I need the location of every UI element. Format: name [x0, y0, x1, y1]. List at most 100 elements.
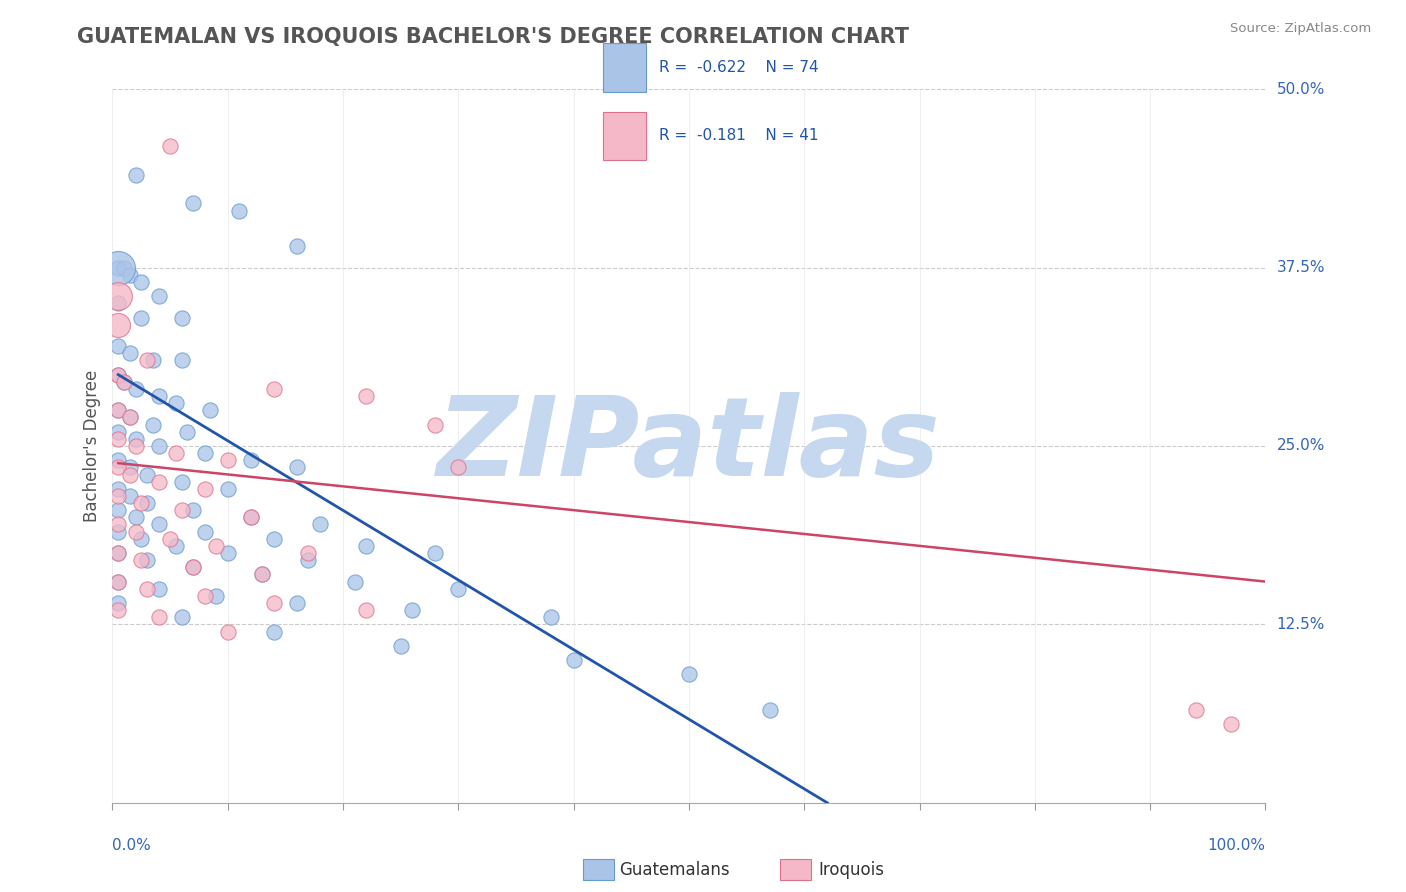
Point: [389, 639, 412, 653]
Point: [136, 467, 159, 482]
Y-axis label: Bachelor's Degree: Bachelor's Degree: [83, 370, 101, 522]
Text: 100.0%: 100.0%: [1208, 838, 1265, 853]
Point: [124, 524, 146, 539]
Point: [107, 318, 129, 332]
Point: [148, 389, 170, 403]
Point: [118, 268, 141, 282]
Text: Guatemalans: Guatemalans: [619, 861, 730, 879]
Point: [170, 310, 193, 325]
Text: 50.0%: 50.0%: [1277, 82, 1324, 96]
Point: [124, 432, 146, 446]
Point: [678, 667, 700, 681]
Point: [217, 546, 239, 560]
Point: [142, 417, 165, 432]
Text: GUATEMALAN VS IROQUOIS BACHELOR'S DEGREE CORRELATION CHART: GUATEMALAN VS IROQUOIS BACHELOR'S DEGREE…: [77, 27, 910, 46]
Point: [118, 410, 141, 425]
Point: [136, 496, 159, 510]
Point: [447, 582, 470, 596]
Point: [540, 610, 562, 624]
Point: [170, 503, 193, 517]
Text: ZIPatlas: ZIPatlas: [437, 392, 941, 500]
Point: [217, 453, 239, 467]
Point: [112, 375, 135, 389]
Point: [181, 560, 204, 574]
Point: [447, 460, 470, 475]
Point: [148, 610, 170, 624]
Point: [124, 510, 146, 524]
Point: [148, 582, 170, 596]
Point: [107, 368, 129, 382]
Point: [285, 239, 308, 253]
Point: [148, 475, 170, 489]
Point: [107, 489, 129, 503]
Bar: [603, 112, 647, 161]
Point: [129, 553, 153, 567]
Text: R =  -0.622    N = 74: R = -0.622 N = 74: [658, 60, 818, 75]
Point: [252, 567, 274, 582]
Point: [194, 446, 217, 460]
Point: [354, 603, 377, 617]
Point: [252, 567, 274, 582]
Point: [142, 353, 165, 368]
Point: [136, 582, 159, 596]
Point: [181, 560, 204, 574]
Point: [170, 475, 193, 489]
Point: [205, 589, 228, 603]
Point: [118, 346, 141, 360]
Point: [200, 403, 222, 417]
Point: [159, 532, 181, 546]
Point: [228, 203, 250, 218]
Point: [107, 524, 129, 539]
Point: [170, 610, 193, 624]
Point: [107, 425, 129, 439]
Point: [107, 517, 129, 532]
Point: [118, 489, 141, 503]
Point: [107, 432, 129, 446]
Point: [107, 403, 129, 417]
Point: [194, 589, 217, 603]
Point: [107, 546, 129, 560]
Text: 0.0%: 0.0%: [112, 838, 152, 853]
Point: [263, 596, 285, 610]
Point: [297, 553, 319, 567]
Point: [124, 439, 146, 453]
Point: [354, 389, 377, 403]
Point: [263, 624, 285, 639]
Point: [107, 574, 129, 589]
Text: 25.0%: 25.0%: [1277, 439, 1324, 453]
Point: [181, 196, 204, 211]
Point: [354, 539, 377, 553]
Point: [181, 503, 204, 517]
Point: [107, 339, 129, 353]
Point: [297, 546, 319, 560]
Point: [176, 425, 198, 439]
Point: [758, 703, 780, 717]
Point: [170, 353, 193, 368]
Point: [118, 410, 141, 425]
Point: [239, 453, 262, 467]
Point: [1219, 717, 1241, 731]
Point: [129, 496, 153, 510]
Point: [124, 168, 146, 182]
Point: [129, 275, 153, 289]
Point: [148, 517, 170, 532]
Point: [285, 596, 308, 610]
Point: [239, 510, 262, 524]
Point: [165, 396, 187, 410]
Point: [309, 517, 332, 532]
Point: [425, 546, 447, 560]
Point: [205, 539, 228, 553]
Point: [107, 453, 129, 467]
Point: [285, 460, 308, 475]
Point: [217, 482, 239, 496]
Point: [217, 624, 239, 639]
Point: [136, 553, 159, 567]
Point: [129, 532, 153, 546]
Point: [107, 482, 129, 496]
Point: [124, 382, 146, 396]
Text: 37.5%: 37.5%: [1277, 260, 1324, 275]
Text: Source: ZipAtlas.com: Source: ZipAtlas.com: [1230, 22, 1371, 36]
Point: [107, 503, 129, 517]
Point: [107, 546, 129, 560]
Point: [425, 417, 447, 432]
